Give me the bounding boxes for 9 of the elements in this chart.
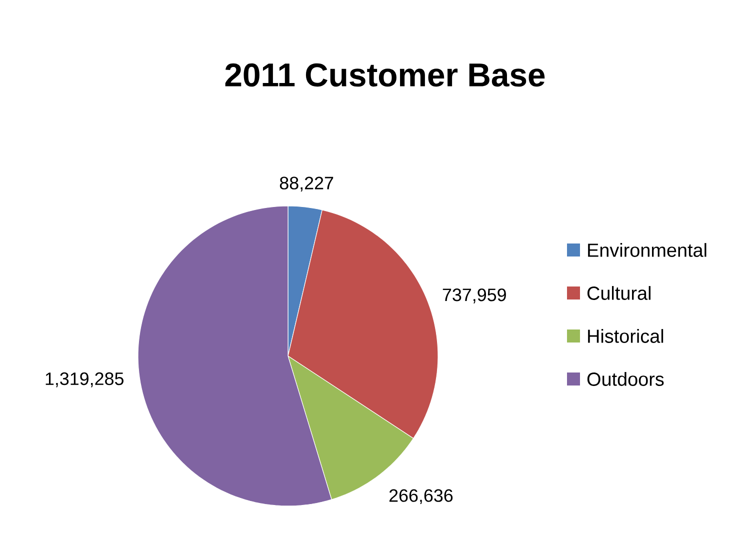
- data-label: 737,959: [442, 288, 506, 304]
- legend-label: Historical: [588, 329, 664, 343]
- legend-label: Environmental: [588, 243, 706, 257]
- data-label: 266,636: [389, 489, 453, 504]
- data-label: 1,319,285: [46, 372, 124, 388]
- data-label: 88,227: [280, 176, 334, 192]
- legend-label: Cultural: [587, 286, 650, 300]
- legend-label: Outdoors: [587, 372, 664, 386]
- chart-title: 2011 Customer Base: [225, 63, 545, 87]
